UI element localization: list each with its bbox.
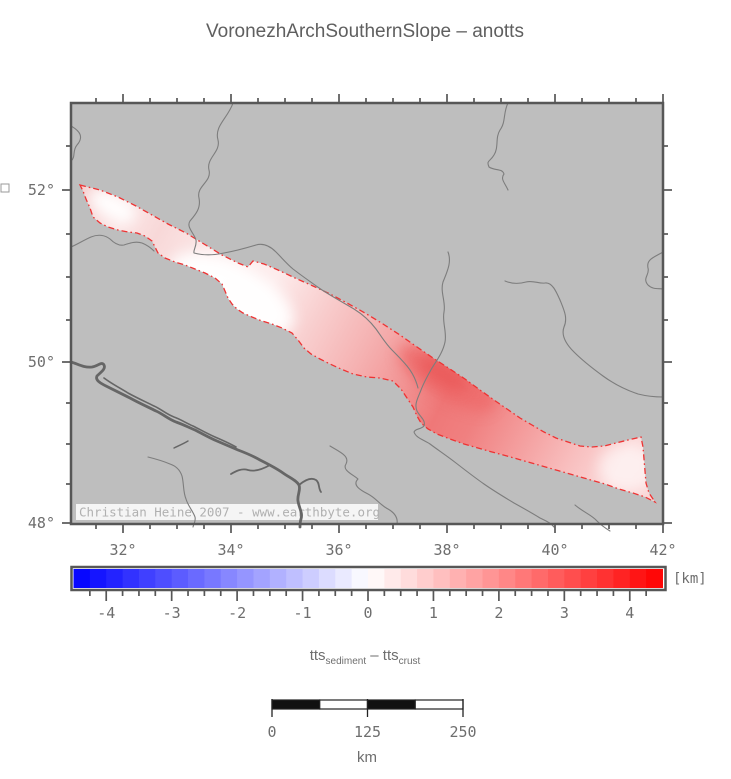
colorbar-cell (515, 569, 533, 588)
colorbar-cell (482, 569, 500, 588)
river-line (188, 102, 419, 389)
river-line (70, 125, 82, 162)
colorbar-cell (449, 569, 467, 588)
colorbar-cell (597, 569, 614, 588)
colorbar-tick-label: -2 (228, 604, 246, 622)
colorbar-tick-label: -4 (97, 604, 115, 622)
axis-tick-label: 38° (433, 541, 460, 559)
axis-tick-label: 52° (28, 181, 55, 199)
colorbar-cell (204, 569, 222, 588)
zero-anomaly-patch (88, 188, 136, 224)
river-line (70, 234, 155, 252)
scalebar-tick-label: 0 (267, 723, 276, 741)
colorbar-cell (253, 569, 271, 588)
quantity-prefix-subscript: sediment (326, 656, 367, 667)
axis-tick-label: 50° (28, 353, 55, 371)
colorbar-cell (138, 569, 156, 588)
scale-bar-unit-label: km (357, 749, 377, 766)
quantity-separator: – (366, 647, 383, 664)
scale-bar: 0 125 250 km (267, 699, 477, 766)
colorbar-tick-label: -1 (294, 604, 312, 622)
colorbar-cell (646, 569, 663, 588)
colorbar-cell (417, 569, 434, 588)
colorbar-cell (73, 569, 91, 588)
colorbar-cell (155, 569, 173, 588)
colorbar-cell (335, 569, 353, 588)
scalebar-segment (271, 699, 321, 710)
quantity-label: ttssediment – ttscrust (310, 647, 421, 667)
colorbar-cell (531, 569, 549, 588)
colorbar-tick-label: 4 (625, 604, 634, 622)
page-title: VoronezhArchSouthernSlope – anotts (206, 21, 524, 42)
river-line (147, 456, 196, 528)
colorbar-tick-label: 3 (560, 604, 569, 622)
colorbar-cell (188, 569, 205, 588)
quantity-suffix-subscript: crust (399, 656, 421, 667)
colorbar-cell (466, 569, 484, 588)
colorbar-cell (384, 569, 402, 588)
colorbar-cell (89, 569, 107, 588)
river-line (504, 280, 664, 398)
colorbar-cell (106, 569, 124, 588)
quantity-suffix: tts (383, 647, 399, 664)
colorbar-cell (237, 569, 254, 588)
river-line (329, 445, 398, 525)
major-river-line (69, 360, 303, 529)
anomaly-outline (78, 184, 657, 504)
colorbar-cell (498, 569, 516, 588)
colorbar-cell (302, 569, 320, 588)
colorbar: -4 -3 -2 -1 0 1 2 3 4 [km] (70, 565, 707, 622)
colorbar-unit-label: [km] (673, 571, 707, 587)
rivers-layer (69, 102, 664, 532)
colorbar-cell (433, 569, 451, 588)
colorbar-cell (286, 569, 304, 588)
colorbar-cell (220, 569, 238, 588)
scalebar-tick-label: 250 (449, 723, 476, 741)
colorbar-cell (122, 569, 140, 588)
axis-tick-label: 32° (109, 541, 136, 559)
colorbar-tick-label: 1 (429, 604, 438, 622)
colorbar-cell (351, 569, 369, 588)
map-axes: 32° 34° 36° 38° 40° 42° 48° 50° 52° (28, 94, 677, 559)
colorbar-cell (171, 569, 189, 588)
colorbar-cell (547, 569, 565, 588)
major-river-branch (173, 440, 189, 449)
low-anomaly-patch (598, 444, 655, 492)
river-line (487, 102, 509, 191)
colorbar-tick-label: 2 (494, 604, 503, 622)
scalebar-segment (319, 699, 369, 710)
axis-tick-label: 36° (325, 541, 352, 559)
watermark: Christian Heine 2007 - www.earthbyte.org (76, 504, 380, 520)
major-river-branch (298, 477, 322, 493)
colorbar-tick-label: -3 (163, 604, 181, 622)
map-plot-area: Christian Heine 2007 - www.earthbyte.org (0, 101, 665, 532)
major-river-branch (103, 377, 237, 448)
map-frame (69, 101, 665, 526)
colorbar-cell (318, 569, 336, 588)
river-line (645, 251, 664, 290)
high-anomaly-core (417, 355, 467, 391)
quantity-prefix: tts (310, 647, 326, 664)
artifact-box (0, 183, 10, 193)
colorbar-cell (400, 569, 418, 588)
watermark-text: Christian Heine 2007 - www.earthbyte.org (79, 505, 380, 520)
scalebar-tick-label: 125 (354, 723, 381, 741)
scalebar-segment (366, 699, 416, 710)
river-line (574, 504, 611, 532)
colorbar-cell (564, 569, 582, 588)
axis-tick-label: 34° (217, 541, 244, 559)
axis-tick-label: 48° (28, 514, 55, 532)
colorbar-cell (269, 569, 287, 588)
axis-tick-label: 40° (541, 541, 568, 559)
scalebar-segment (414, 699, 464, 710)
colorbar-cell (613, 569, 631, 588)
major-river-branch (230, 464, 271, 475)
colorbar-cell (580, 569, 598, 588)
colorbar-tick-label: 0 (363, 604, 372, 622)
river-line (413, 251, 555, 528)
colorbar-cell (629, 569, 647, 588)
axis-tick-label: 42° (649, 541, 676, 559)
colorbar-cell (368, 569, 385, 588)
